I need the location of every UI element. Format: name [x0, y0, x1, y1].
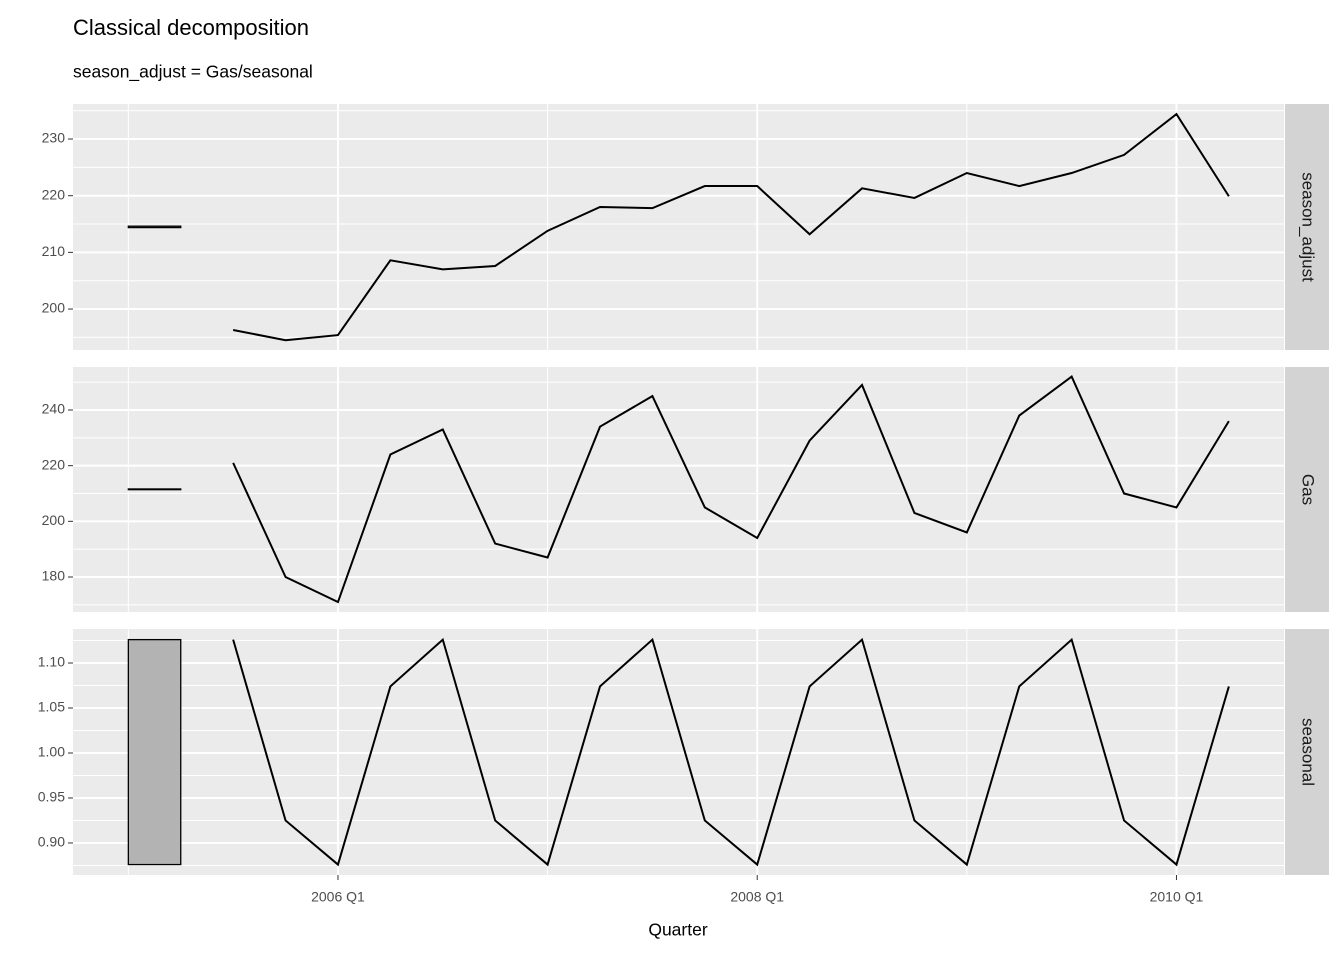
y-tick-label: 1.00 [38, 744, 65, 760]
y-tick-label: 1.05 [38, 699, 65, 715]
data-line [232, 112, 1230, 342]
facet-label: season_adjust [1299, 172, 1318, 282]
chart-subtitle: season_adjust = Gas/seasonal [73, 62, 313, 83]
x-axis-label: Quarter [648, 920, 707, 940]
x-tick-label: 2010 Q1 [1150, 889, 1204, 905]
data-line [232, 637, 1230, 867]
y-tick-label: 200 [42, 512, 66, 528]
y-tick-label: 230 [42, 130, 66, 146]
y-tick-label: 220 [42, 456, 66, 472]
facet-label: Gas [1299, 474, 1318, 505]
panel-background [73, 367, 1284, 612]
facet-label: seasonal [1299, 718, 1318, 786]
scale-bar [127, 225, 182, 229]
scale-bar [127, 638, 182, 866]
data-line [232, 375, 1230, 604]
x-tick-label: 2006 Q1 [311, 889, 365, 905]
y-tick-label: 220 [42, 186, 66, 202]
scale-bar [127, 488, 182, 491]
y-tick-label: 0.95 [38, 789, 65, 805]
y-tick-label: 210 [42, 243, 66, 259]
y-tick-label: 180 [42, 568, 66, 584]
panel-background [73, 104, 1284, 350]
x-tick-label: 2008 Q1 [730, 889, 784, 905]
chart-title: Classical decomposition [73, 15, 309, 40]
facet-strip [1285, 629, 1329, 875]
y-tick-label: 200 [42, 300, 66, 316]
y-tick-label: 0.90 [38, 834, 65, 850]
facet-strip [1285, 104, 1329, 350]
facet-strip [1285, 367, 1329, 612]
y-tick-label: 1.10 [38, 654, 65, 670]
y-tick-label: 240 [42, 401, 66, 417]
